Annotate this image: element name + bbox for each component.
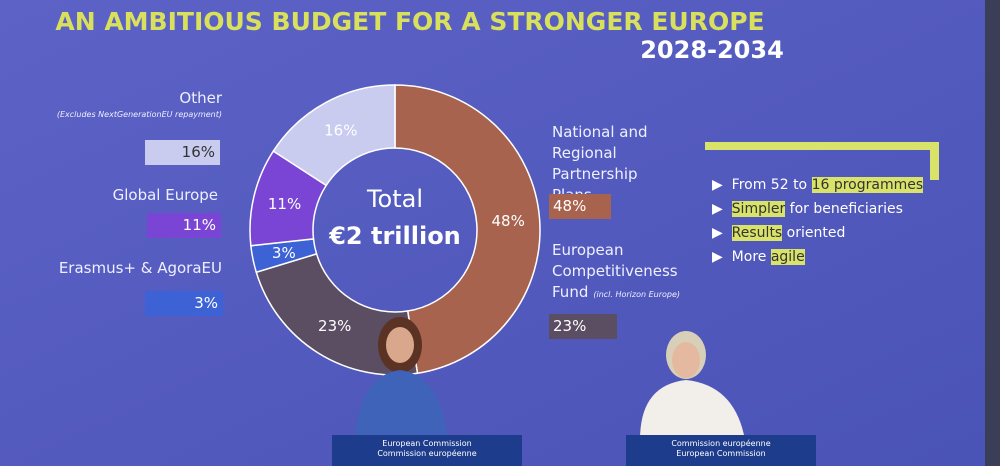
legend-label: National and Regional Partnership Plans [552,123,648,204]
slice [255,252,419,376]
callout-text: Results [731,225,783,241]
bullet: ▶ [712,177,732,193]
legend-item: National and Regional Partnership Plans [552,122,682,206]
podium-text: European Commission [676,449,766,458]
bullet: ▶ [712,225,732,241]
callout-item: ▶ From 52 to 16 programmes [712,177,937,193]
callout-text: Simpler [731,201,786,217]
chart-title: AN AMBITIOUS BUDGET FOR A STRONGER EUROP… [55,7,764,36]
bullet: ▶ [712,249,732,265]
wall [985,0,1000,466]
legend-label: Erasmus+ & AgoraEU [58,259,222,277]
legend-item: Other (Excludes NextGenerationEU repaymen… [20,88,222,120]
podium-text: Commission européenne [671,439,771,448]
legend-value: 16% [145,140,220,165]
legend-value: 48% [549,194,611,219]
legend-label: Other [179,89,222,107]
center-value: €2 trillion [328,222,461,250]
podium: European Commission Commission européenne [332,435,522,466]
bullet: ▶ [712,201,732,217]
legend-note: (Excludes NextGenerationEU repayment) [56,110,222,119]
callout-item: ▶ Results oriented [712,225,937,241]
legend-value: 11% [147,213,221,238]
podium: Commission européenne European Commission [626,435,816,466]
center-label: Total [366,185,423,213]
speaker-left [355,317,448,440]
slice-label: 23% [318,317,351,335]
slice-label: 16% [324,121,357,139]
callout: ▶ From 52 to 16 programmes ▶ Simpler for … [712,172,937,273]
donut: 48% 23% 3% 11% 16% [249,84,541,376]
callout-text: agile [770,249,805,265]
legend-label: European Competitiveness Fund [552,241,678,301]
callout-text: More [731,249,771,265]
speaker-right [640,331,745,440]
slice-label: 48% [491,212,524,230]
slice-label: 3% [272,244,296,262]
callout-item: ▶ More agile [712,249,937,265]
slice [394,84,541,375]
callout-text: From 52 to [731,177,812,193]
callout-text: 16 programmes [811,177,924,193]
legend-value: 23% [549,314,617,339]
legend-note: (incl. Horizon Europe) [593,290,681,299]
podium-text: Commission européenne [377,449,477,458]
legend-item: Global Europe [20,185,218,206]
legend-item: Erasmus+ & AgoraEU [20,258,222,279]
callout-accent [705,142,939,180]
slice-label: 11% [268,195,301,213]
legend-label: Global Europe [112,186,218,204]
legend-item: European Competitiveness Fund (incl. Hori… [552,240,687,303]
podium-text: European Commission [382,439,472,448]
callout-text: oriented [782,225,846,241]
callout-text: for beneficiaries [785,201,903,217]
slice [272,84,396,187]
chart-subtitle: 2028-2034 [640,36,784,64]
callout-item: ▶ Simpler for beneficiaries [712,201,937,217]
legend-value: 3% [145,291,223,316]
